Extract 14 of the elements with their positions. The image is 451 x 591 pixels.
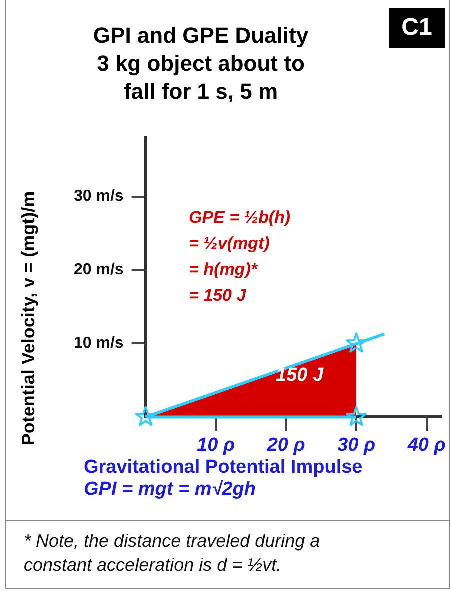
x-tick-label: 10 ρ: [197, 434, 236, 456]
x-tick-label: 30 ρ: [338, 434, 376, 456]
x-axis-title: Gravitational Potential Impulse GPI = mgt = m√2gh: [84, 457, 363, 501]
x-tick-label: 40 ρ: [406, 434, 446, 456]
y-axis-title: Potential Velocity, v = (mgt)/m: [18, 190, 40, 448]
chart-title: GPI and GPE Duality 3 kg object about to fall for 1 s, 5 m: [92, 22, 310, 106]
y-tick-label: 30 m/s: [74, 188, 124, 206]
x-tick-label: 20 ρ: [266, 434, 306, 456]
text: * Note, the distance traveled during a constant acceleration is d = ½vt.: [6, 520, 449, 577]
y-tick-label: 10 m/s: [74, 335, 124, 352]
y-tick-label: 20 m/s: [74, 262, 124, 279]
text: C1: [389, 8, 445, 48]
annotation: GPE = ½b(h) = ½v(mgt) = h(mg)* = 150 J: [189, 207, 291, 307]
annotation: 150 J: [276, 365, 324, 387]
